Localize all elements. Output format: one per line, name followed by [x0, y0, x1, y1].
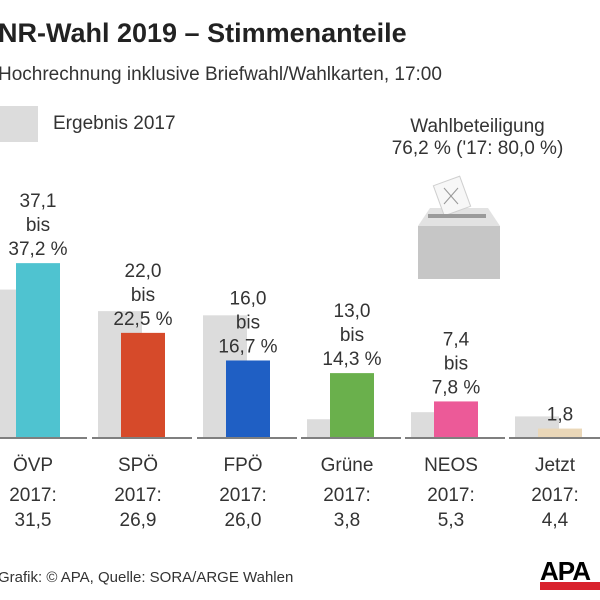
- bar-2019-5: [538, 428, 582, 437]
- value-label: 37,1: [20, 191, 57, 212]
- turnout-value: 76,2 % ('17: 80,0 %): [391, 138, 564, 159]
- prev-year-value: 31,5: [15, 510, 52, 531]
- category-label: NEOS: [424, 455, 478, 476]
- value-label: bis: [131, 285, 155, 306]
- value-label: 7,8 %: [432, 377, 481, 398]
- prev-year-value: 26,0: [225, 510, 262, 531]
- source-credit: Grafik: © APA, Quelle: SORA/ARGE Wahlen: [0, 569, 294, 586]
- prev-year-label: 2017:: [531, 485, 579, 506]
- prev-year-value: 4,4: [542, 510, 569, 531]
- category-label: ÖVP: [13, 455, 53, 476]
- value-label: 7,4: [443, 329, 470, 350]
- value-label: 22,0: [125, 261, 162, 282]
- value-label: bis: [340, 325, 364, 346]
- value-label: 13,0: [334, 301, 371, 322]
- turnout-info: Wahlbeteiligung 76,2 % ('17: 80,0 %): [360, 116, 595, 160]
- bar-2019-0: [16, 263, 60, 437]
- prev-year-value: 3,8: [334, 510, 360, 531]
- value-label: 16,7 %: [218, 336, 277, 357]
- legend-label-2017: Ergebnis 2017: [53, 113, 176, 134]
- prev-year-value: 5,3: [438, 510, 464, 531]
- bar-2019-2: [226, 360, 270, 437]
- prev-year-label: 2017:: [219, 485, 267, 506]
- bar-2019-4: [434, 401, 478, 437]
- category-label: Jetzt: [535, 455, 576, 476]
- chart-subtitle: Hochrechnung inklusive Briefwahl/Wahlkar…: [0, 64, 442, 85]
- prev-year-label: 2017:: [427, 485, 475, 506]
- bar-2019-3: [330, 373, 374, 437]
- chart-title: NR-Wahl 2019 – Stimmenanteile: [0, 18, 407, 48]
- value-label: bis: [444, 353, 468, 374]
- value-label: 16,0: [230, 288, 267, 309]
- value-label: 37,2 %: [8, 239, 67, 260]
- category-label: FPÖ: [223, 455, 262, 476]
- category-label: Grüne: [321, 455, 374, 476]
- value-label: 22,5 %: [113, 309, 172, 330]
- prev-year-label: 2017:: [9, 485, 57, 506]
- prev-year-label: 2017:: [323, 485, 371, 506]
- value-label: bis: [26, 215, 50, 236]
- bar-2019-1: [121, 332, 165, 437]
- legend-swatch-2017: [0, 106, 38, 142]
- turnout-label: Wahlbeteiligung: [410, 116, 545, 137]
- value-label: bis: [236, 312, 260, 333]
- apa-logo-underline: [540, 582, 600, 590]
- value-label: 1,8: [547, 405, 573, 426]
- prev-year-value: 26,9: [120, 510, 157, 531]
- category-label: SPÖ: [118, 455, 158, 476]
- value-label: 14,3 %: [322, 349, 381, 370]
- ballot-box-icon: [418, 175, 500, 279]
- prev-year-label: 2017:: [114, 485, 162, 506]
- apa-logo: APA: [540, 556, 591, 586]
